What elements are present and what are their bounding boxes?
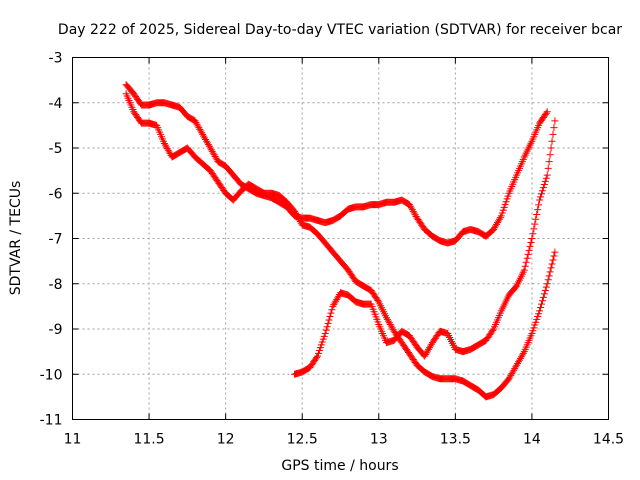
data-point [543, 108, 551, 116]
chart-title: Day 222 of 2025, Sidereal Day-to-day VTE… [58, 22, 622, 38]
data-point [543, 280, 551, 288]
data-point [323, 323, 331, 331]
data-point [545, 158, 553, 166]
data-point [520, 266, 528, 274]
axis-ticks [72, 57, 609, 420]
data-point [542, 174, 550, 182]
data-point [550, 252, 558, 260]
data-point [524, 250, 532, 258]
data-point [540, 290, 548, 298]
data-point [540, 180, 548, 188]
data-point [541, 177, 549, 185]
data-point [326, 313, 334, 321]
y-axis-label: SDTVAR / TECUs [8, 181, 24, 296]
y-tick-labels: -3 -4 -5 -6 -7 -8 -9 -10 -11 [40, 51, 63, 429]
data-point [528, 235, 536, 242]
y-tick-label: -10 [40, 367, 63, 383]
data-point [324, 319, 332, 327]
x-tick-labels: 11 11.5 12 12.5 13 13.5 14 14.5 [64, 432, 625, 448]
data-point [538, 297, 546, 305]
data-point [548, 137, 556, 145]
data-point [519, 349, 527, 357]
data-point [533, 210, 541, 218]
data-point [541, 287, 549, 295]
data-point [543, 171, 551, 179]
y-tick-label: -5 [49, 141, 63, 157]
data-point [322, 326, 330, 334]
data-point [313, 354, 321, 362]
data-point [539, 184, 547, 192]
x-tick-label: 12.5 [287, 432, 318, 448]
series-1 [122, 81, 551, 247]
data-point [546, 268, 554, 276]
data-point [538, 190, 545, 198]
data-point [544, 164, 552, 172]
data-point [536, 196, 544, 204]
data-point [525, 246, 533, 254]
data-point [327, 309, 335, 317]
data-point [546, 151, 554, 159]
data-point [550, 124, 558, 132]
series-2 [122, 90, 559, 401]
data-point [538, 300, 545, 308]
data-point [539, 293, 547, 301]
data-point [551, 117, 559, 125]
y-tick-label: -9 [49, 322, 63, 338]
y-tick-label: -11 [40, 413, 63, 429]
data-point [328, 306, 336, 314]
data-point [542, 283, 550, 291]
data-point [489, 326, 497, 334]
data-point [547, 144, 555, 152]
data-point [549, 256, 557, 264]
data-point [527, 238, 535, 246]
grid [72, 57, 609, 420]
x-tick-label: 14.5 [593, 432, 624, 448]
data-point [537, 304, 545, 312]
y-tick-label: -6 [49, 186, 63, 202]
data-point [535, 201, 543, 209]
data-point [496, 214, 504, 222]
x-tick-label: 11 [64, 432, 82, 448]
data-point [551, 248, 559, 256]
data-point [531, 220, 539, 228]
data-point [522, 258, 530, 266]
data-point [526, 242, 534, 250]
data-point [548, 260, 556, 268]
x-tick-label: 14 [523, 432, 541, 448]
data-point [537, 193, 545, 201]
data-point [536, 307, 544, 315]
data-point [532, 215, 540, 223]
data-point [321, 330, 329, 338]
data-point [544, 276, 552, 284]
series-3 [291, 117, 559, 378]
y-tick-label: -7 [49, 232, 63, 248]
y-tick-label: -3 [49, 51, 63, 67]
x-axis-label: GPS time / hours [281, 458, 398, 474]
y-tick-label: -8 [49, 277, 63, 293]
x-tick-label: 11.5 [133, 432, 164, 448]
data-point [542, 109, 550, 117]
y-tick-label: -4 [49, 96, 63, 112]
x-tick-label: 13.5 [440, 432, 471, 448]
data-point [530, 225, 538, 233]
data-point [523, 254, 531, 262]
data-point [547, 264, 555, 272]
data-point [545, 272, 553, 280]
data-point [521, 262, 529, 270]
data-point [529, 230, 537, 238]
x-tick-label: 13 [370, 432, 388, 448]
x-tick-label: 12 [217, 432, 235, 448]
data-marks [122, 81, 559, 401]
data-point [538, 187, 546, 195]
data-point [325, 316, 333, 324]
data-point [534, 206, 542, 214]
data-point [549, 130, 557, 138]
